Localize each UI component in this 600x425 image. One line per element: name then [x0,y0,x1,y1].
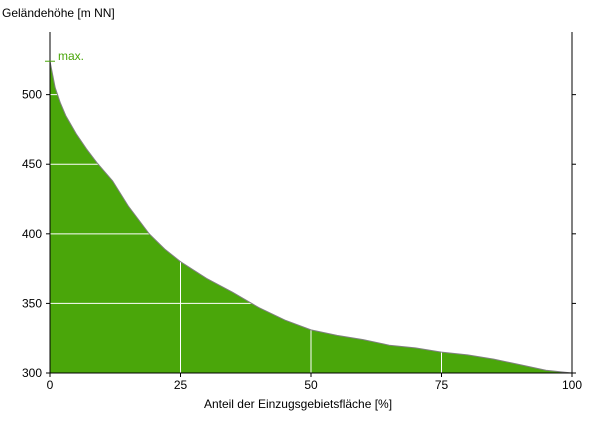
x-tick-label: 0 [47,378,54,392]
x-tick-label: 75 [435,378,449,392]
y-axis-label: Geländehöhe [m NN] [2,6,115,20]
y-tick-label: 400 [22,227,42,241]
max-annotation: max. [58,49,84,63]
x-tick-label: 50 [304,378,318,392]
x-tick-label: 25 [174,378,188,392]
y-tick-label: 350 [22,296,42,310]
axes: 300 350 400 450 500 0 25 50 75 100 [22,32,582,392]
x-tick-label: 100 [562,378,582,392]
x-axis-label: Anteil der Einzugsgebietsfläche [%] [204,397,392,411]
y-tick-label: 450 [22,157,42,171]
curve-outline [49,61,573,374]
y-tick-label: 300 [22,366,42,380]
y-tick-label: 500 [22,88,42,102]
area-fill [50,61,572,373]
